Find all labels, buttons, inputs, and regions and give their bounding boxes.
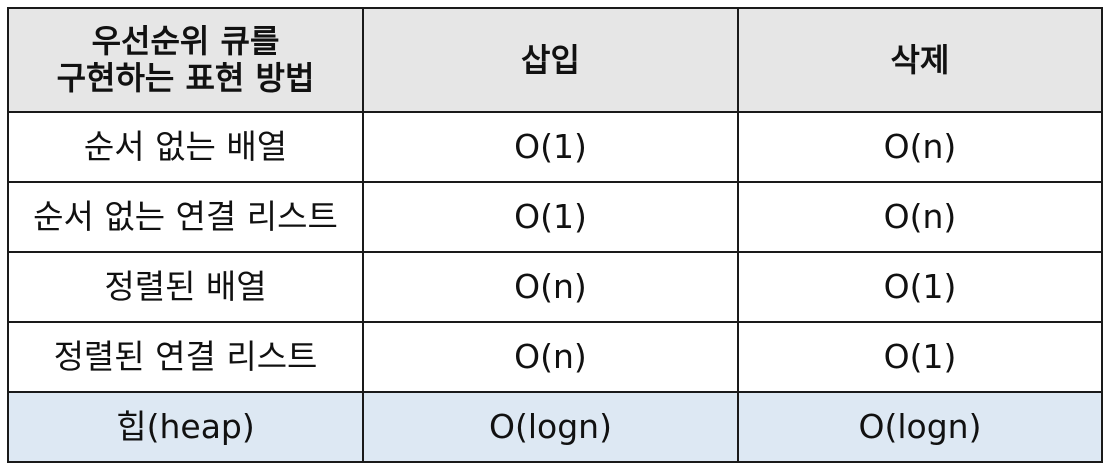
cell-delete: O(1) xyxy=(737,251,1103,323)
cell-delete: O(n) xyxy=(737,111,1103,183)
header-insert: 삽입 xyxy=(362,7,739,113)
cell-insert: O(logn) xyxy=(362,391,739,463)
table-row: 순서 없는 연결 리스트 O(1) O(n) xyxy=(7,181,1103,253)
table-row: 정렬된 연결 리스트 O(n) O(1) xyxy=(7,321,1103,393)
table-row-highlighted: 힙(heap) O(logn) O(logn) xyxy=(7,391,1103,463)
header-row: 우선순위 큐를 구현하는 표현 방법 삽입 삭제 xyxy=(7,7,1103,113)
cell-insert: O(n) xyxy=(362,251,739,323)
header-method: 우선순위 큐를 구현하는 표현 방법 xyxy=(7,7,364,113)
cell-method: 정렬된 배열 xyxy=(7,251,364,323)
header-method-line1: 우선순위 큐를 xyxy=(91,22,280,61)
cell-delete: O(1) xyxy=(737,321,1103,393)
cell-method: 순서 없는 배열 xyxy=(7,111,364,183)
cell-insert: O(n) xyxy=(362,321,739,393)
cell-method: 순서 없는 연결 리스트 xyxy=(7,181,364,253)
cell-insert: O(1) xyxy=(362,181,739,253)
priority-queue-complexity-table: 우선순위 큐를 구현하는 표현 방법 삽입 삭제 순서 없는 배열 O(1) O… xyxy=(7,7,1103,463)
table-row: 순서 없는 배열 O(1) O(n) xyxy=(7,111,1103,183)
cell-delete: O(logn) xyxy=(737,391,1103,463)
cell-method: 힙(heap) xyxy=(7,391,364,463)
table-row: 정렬된 배열 O(n) O(1) xyxy=(7,251,1103,323)
cell-method: 정렬된 연결 리스트 xyxy=(7,321,364,393)
cell-insert: O(1) xyxy=(362,111,739,183)
header-method-line2: 구현하는 표현 방법 xyxy=(56,59,315,97)
header-delete: 삭제 xyxy=(737,7,1103,113)
cell-delete: O(n) xyxy=(737,181,1103,253)
